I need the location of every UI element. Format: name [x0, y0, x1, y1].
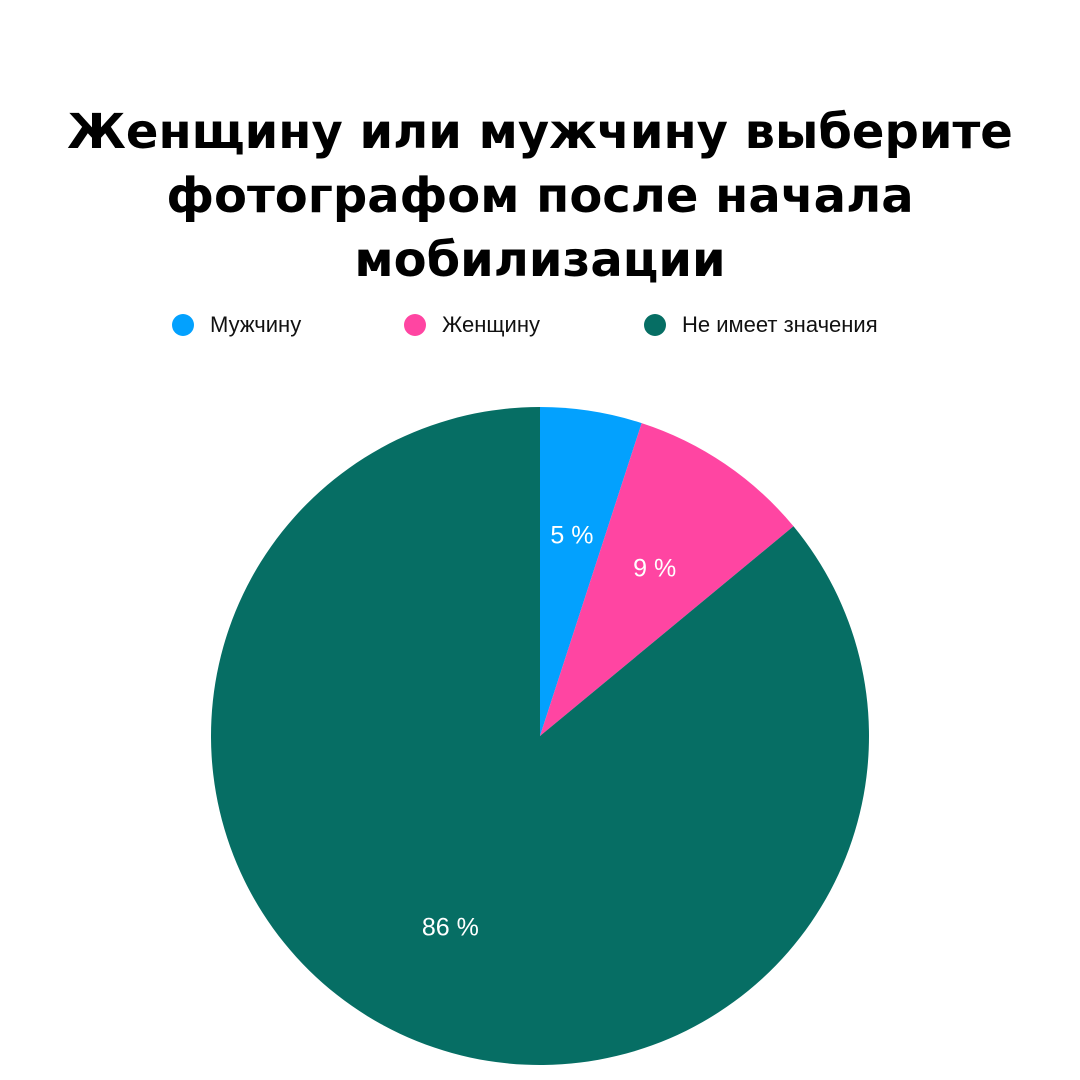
legend-label: Женщину — [442, 312, 540, 337]
slice-data-label: 5 % — [550, 522, 593, 550]
legend-item-men: Мужчину — [172, 312, 301, 338]
legend-swatch — [644, 314, 666, 336]
legend-label: Мужчину — [210, 312, 302, 337]
slice-data-label: 86 % — [422, 914, 479, 942]
legend-swatch — [172, 314, 194, 336]
legend-label: Не имеет значения — [682, 312, 878, 337]
legend-item-women: Женщину — [404, 312, 540, 338]
legend: Мужчину Женщину Не имеет значения — [0, 312, 1080, 342]
legend-item-no-matter: Не имеет значения — [644, 312, 878, 338]
pie-slice — [540, 423, 794, 736]
pie-slice — [211, 407, 869, 1065]
chart-title-line: Женщину или мужчину выберите — [67, 104, 1013, 160]
legend-swatch — [404, 314, 426, 336]
pie-slice — [540, 407, 642, 736]
chart-title: Женщину или мужчину выберите фотографом … — [0, 100, 1080, 292]
chart-title-line: фотографом после начала мобилизации — [166, 168, 914, 288]
slice-data-label: 9 % — [633, 554, 676, 582]
